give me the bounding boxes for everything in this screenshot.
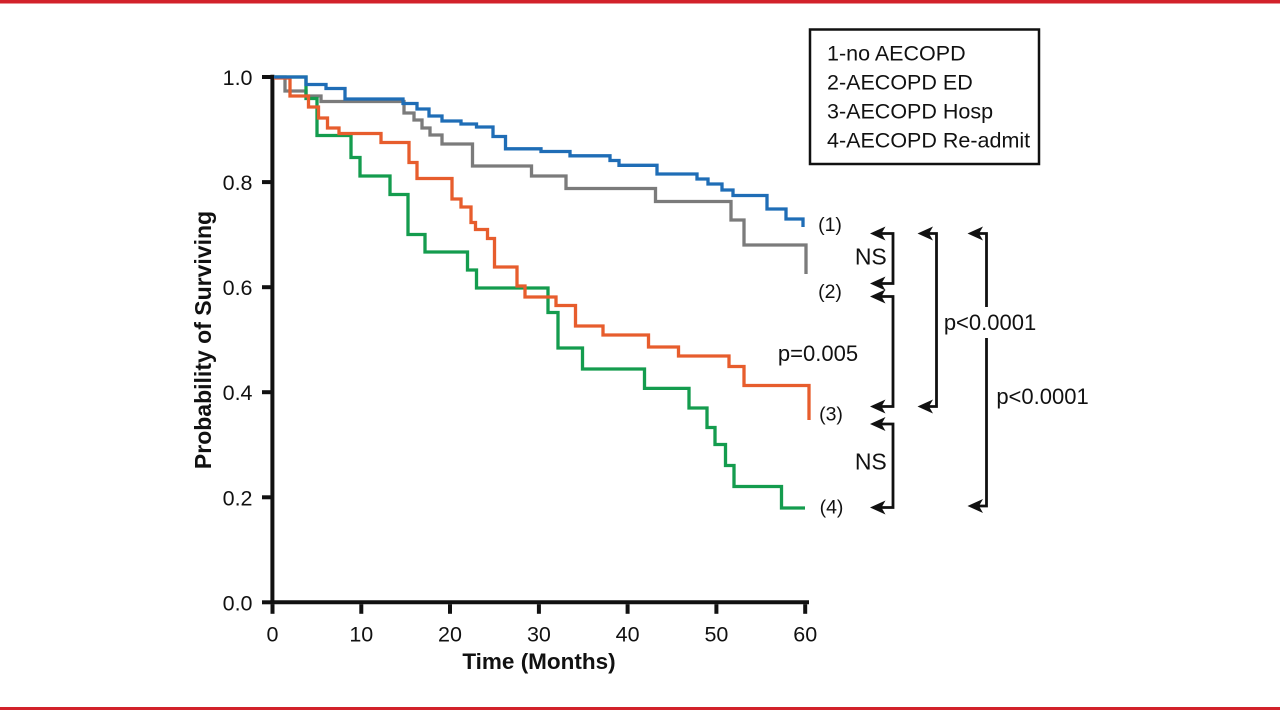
svg-text:(3): (3) xyxy=(819,404,843,426)
svg-text:0.6: 0.6 xyxy=(223,276,253,300)
svg-text:40: 40 xyxy=(616,623,640,647)
svg-text:2-AECOPD ED: 2-AECOPD ED xyxy=(827,71,973,95)
svg-text:4-AECOPD Re-admit: 4-AECOPD Re-admit xyxy=(827,129,1030,153)
svg-text:60: 60 xyxy=(793,623,817,647)
svg-text:30: 30 xyxy=(527,623,551,647)
svg-text:1-no AECOPD: 1-no AECOPD xyxy=(827,42,966,66)
svg-text:50: 50 xyxy=(704,623,728,647)
svg-text:p<0.0001: p<0.0001 xyxy=(944,310,1036,335)
svg-text:0: 0 xyxy=(267,623,279,647)
svg-text:0.8: 0.8 xyxy=(223,171,253,195)
svg-text:(1): (1) xyxy=(818,214,842,236)
svg-text:0.2: 0.2 xyxy=(223,486,253,510)
svg-text:0.4: 0.4 xyxy=(223,381,253,405)
svg-text:(4): (4) xyxy=(820,497,844,519)
svg-text:NS: NS xyxy=(855,449,887,475)
svg-text:NS: NS xyxy=(855,244,887,270)
svg-text:Probability of Surviving: Probability of Surviving xyxy=(190,211,216,469)
svg-text:p<0.0001: p<0.0001 xyxy=(996,384,1088,409)
svg-text:10: 10 xyxy=(349,623,373,647)
svg-text:3-AECOPD Hosp: 3-AECOPD Hosp xyxy=(827,100,993,124)
svg-text:20: 20 xyxy=(438,623,462,647)
svg-text:0.0: 0.0 xyxy=(223,591,253,615)
svg-text:Time (Months): Time (Months) xyxy=(462,649,615,674)
svg-text:1.0: 1.0 xyxy=(223,66,253,90)
svg-text:(2): (2) xyxy=(818,281,842,303)
svg-text:p=0.005: p=0.005 xyxy=(778,341,858,366)
